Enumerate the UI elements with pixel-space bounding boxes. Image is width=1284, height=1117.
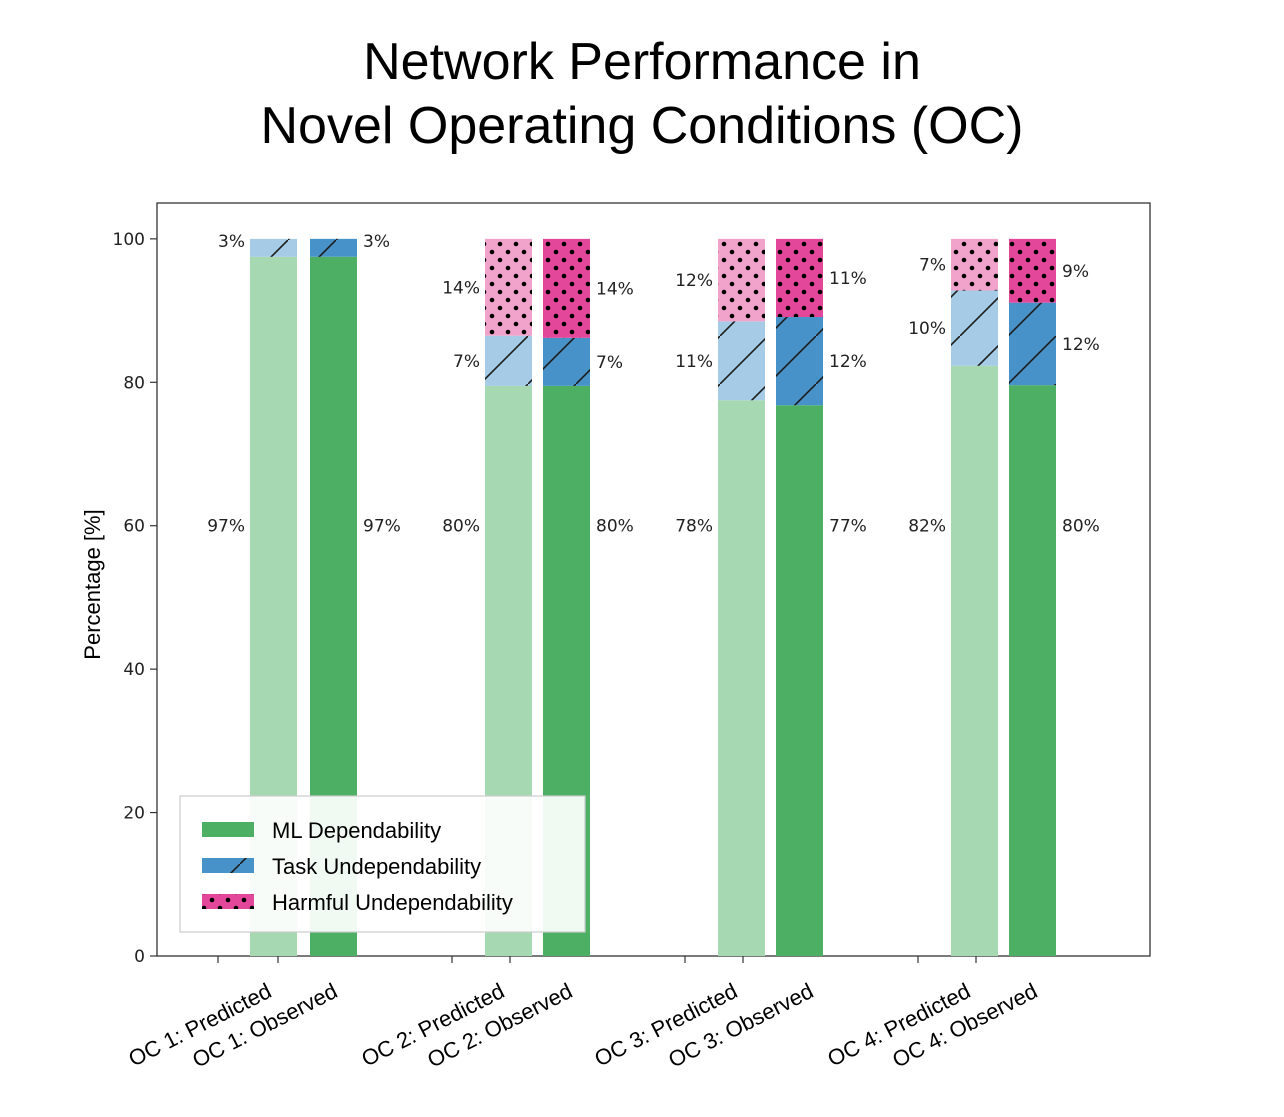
legend-swatch-2-hatch (202, 858, 254, 873)
bar-2-series-2-hatch (310, 238, 357, 257)
bar-4-series-3-dots (543, 238, 590, 338)
bar-7-series-3-dots (951, 238, 998, 291)
bar-7-series-2-hatch (951, 290, 998, 366)
chart-title: Network Performance in Novel Operating C… (0, 30, 1284, 158)
value-label-8-1: 80% (1062, 517, 1100, 537)
bar-4-series-2-hatch (543, 337, 590, 386)
legend: ML Dependability Task Undependability Harm… (179, 795, 586, 933)
bar-group-8 (1009, 238, 1056, 956)
value-label-6-2: 12% (829, 352, 867, 372)
bar-3-series-2-hatch (485, 335, 532, 386)
bar-group-7 (951, 238, 998, 956)
value-label-1-1: 97% (207, 517, 245, 537)
value-label-2-2: 3% (363, 232, 390, 252)
bar-3-series-3-dots (485, 238, 532, 336)
legend-label-1: ML Dependability (272, 818, 441, 843)
y-tick-label-60: 60 (123, 517, 145, 537)
bar-8-series-1 (1009, 385, 1056, 956)
value-label-7-3: 7% (919, 256, 946, 276)
value-label-3-1: 80% (442, 517, 480, 537)
value-label-5-3: 12% (675, 271, 713, 291)
bar-7-series-1 (951, 365, 998, 956)
y-tick-label-20: 20 (123, 804, 145, 824)
bar-1-series-2-hatch (250, 238, 297, 257)
bar-6-series-2-hatch (776, 317, 823, 406)
y-axis-label: Percentage [%] (80, 509, 105, 659)
y-tick-label-0: 0 (134, 947, 145, 967)
chart-title-line-1: Network Performance in (363, 33, 921, 91)
value-label-6-1: 77% (829, 517, 867, 537)
bar-8-series-3-dots (1009, 238, 1056, 303)
bar-5-series-3-dots (718, 238, 765, 322)
plot-frame (156, 202, 1151, 957)
legend-label-2: Task Undependability (272, 854, 481, 879)
value-label-4-3: 14% (596, 279, 634, 299)
bar-6-series-3-dots (776, 238, 823, 318)
bar-group-6 (776, 238, 823, 957)
y-tick-label-100: 100 (113, 230, 145, 250)
value-label-2-1: 97% (363, 517, 401, 537)
bar-6-series-1 (776, 405, 823, 957)
y-tick-label-80: 80 (123, 373, 145, 393)
value-label-7-1: 82% (908, 517, 946, 537)
bar-8-series-2-hatch (1009, 302, 1056, 386)
value-label-8-3: 9% (1062, 262, 1089, 282)
bar-5-series-2-hatch (718, 321, 765, 401)
value-label-1-2: 3% (218, 232, 245, 252)
value-label-4-2: 7% (596, 353, 623, 373)
value-label-6-3: 11% (829, 269, 867, 289)
value-label-5-1: 78% (675, 517, 713, 537)
bar-group-5 (718, 238, 765, 956)
chart-title-line-2: Novel Operating Conditions (OC) (260, 97, 1024, 155)
legend-swatch-1 (202, 822, 254, 837)
value-label-3-2: 7% (453, 352, 480, 372)
value-label-3-3: 14% (442, 278, 480, 298)
value-label-5-2: 11% (675, 352, 713, 372)
bar-5-series-1 (718, 400, 765, 956)
value-label-8-2: 12% (1062, 335, 1100, 355)
y-tick-label-40: 40 (123, 660, 145, 680)
value-label-4-1: 80% (596, 517, 634, 537)
legend-label-3: Harmful Undependability (272, 890, 513, 915)
legend-swatch-3-dots (202, 894, 254, 909)
value-label-7-2: 10% (908, 319, 946, 339)
